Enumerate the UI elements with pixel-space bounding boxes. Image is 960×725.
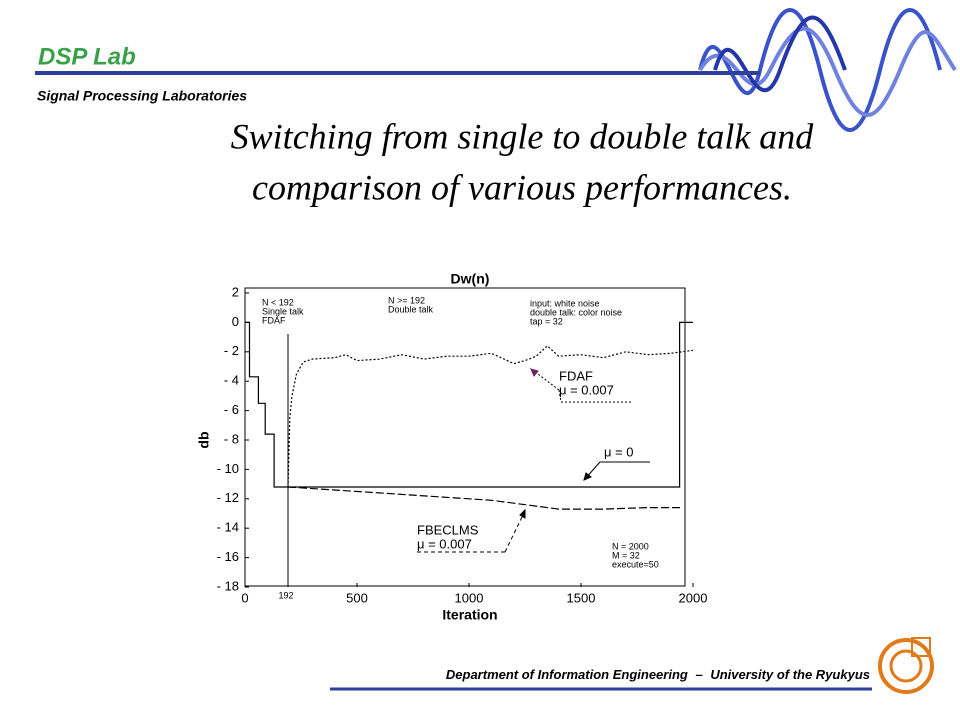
series-annotation-sub: μ = 0.007 [559,382,614,397]
note: input: white noise [530,298,600,308]
note: N >= 192 [388,295,425,305]
wave-logo [698,8,957,132]
note: N = 2000 [612,541,649,551]
chart-title: Dw(n) [451,271,490,287]
note: Double talk [388,304,434,314]
y-tick-label: - 8 [224,431,239,446]
note: M = 32 [612,550,640,560]
separator: – [695,667,702,682]
lab-name: DSP Lab [38,43,136,70]
slide-title: Switching from single to double talk and [231,116,815,156]
boundary-label: 192 [278,590,293,600]
department: Department of Information Engineering [446,667,688,682]
y-tick-label: 2 [232,284,239,299]
note: execute=50 [612,559,659,569]
y-tick-label: - 12 [217,490,239,505]
plot-frame [244,287,686,587]
note: Single talk [262,306,304,316]
series-line [287,345,694,488]
series-annotation: FBECLMS [417,522,479,537]
annotation-leaders [417,367,650,553]
x-tick-label: 1000 [455,590,484,605]
university-logo [878,637,934,694]
note: N < 192 [262,297,294,307]
note: tap = 32 [530,316,563,326]
series-line [245,321,693,488]
university: University of the Ryukyus [710,667,870,682]
x-axis-label: Iteration [442,607,497,623]
y-tick-label: - 18 [217,578,239,593]
x-tick-label: 500 [346,590,368,605]
series-annotation: FDAF [559,368,593,383]
y-tick-label: 0 [232,314,239,329]
series-annotation: μ = 0 [604,444,634,459]
y-tick-label: - 2 [224,343,239,358]
series-line [287,486,682,510]
note: double talk: color noise [530,307,622,317]
y-tick-label: - 14 [217,520,239,535]
footer: Department of Information Engineering – … [330,637,934,694]
chart: Dw(n) Iteration db 2 0 - 2 - 4 - 6 - 8 - 10 - 12 - … [196,271,708,623]
y-tick-label: - 4 [224,373,239,388]
series-annotation-sub: μ = 0.007 [417,536,472,551]
y-tick-label: - 16 [217,549,239,564]
slide-title: comparison of various performances. [252,167,792,207]
footer-text: Department of Information Engineering – … [446,667,870,682]
note: FDAF [262,315,286,325]
x-tick-label: 0 [241,590,248,605]
y-tick-label: - 6 [224,402,239,417]
lab-subtitle: Signal Processing Laboratories [37,88,247,104]
y-tick-label: - 10 [217,461,239,476]
y-axis-label: db [196,431,212,448]
x-tick-label: 1500 [567,590,596,605]
x-tick-label: 2000 [679,590,708,605]
